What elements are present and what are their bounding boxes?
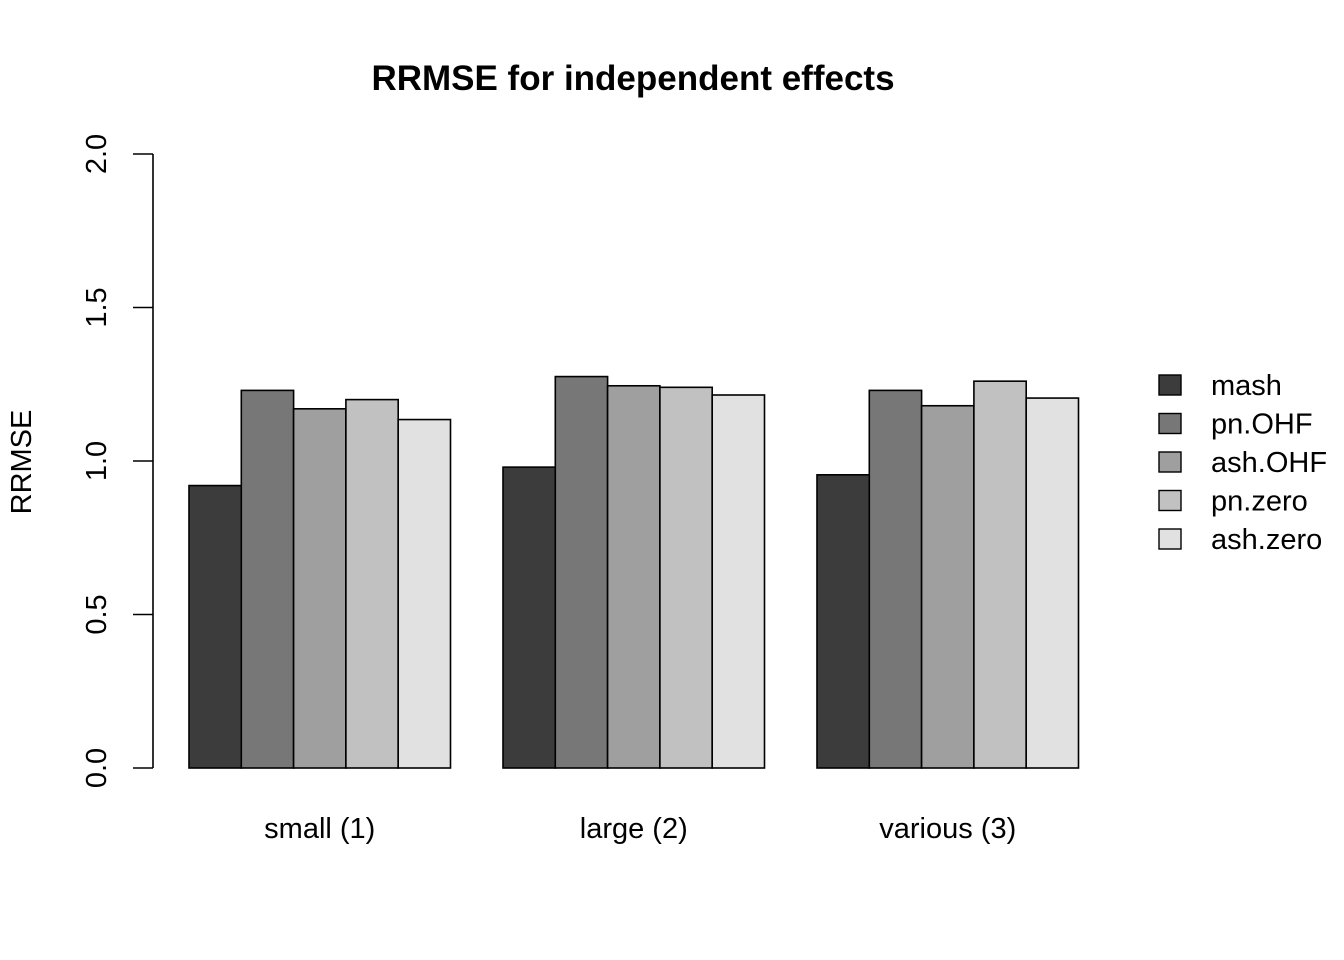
- y-tick-label: 2.0: [81, 134, 113, 174]
- bar-ash-OHF-1: [292, 408, 347, 769]
- chart-title: RRMSE for independent effects: [371, 59, 894, 98]
- legend: mash pn.OHF ash.OHF pn.zero ash.zero: [1158, 370, 1327, 556]
- x-tick-label: large (2): [580, 813, 688, 845]
- bar-pn-zero-2: [659, 386, 714, 769]
- bar-pn-OHF-1: [240, 389, 295, 769]
- bar-pn-zero-1: [345, 398, 399, 769]
- y-axis-label: RRMSE: [6, 410, 38, 515]
- y-tick-label: 0.0: [81, 748, 113, 788]
- legend-label: pn.OHF: [1211, 409, 1313, 441]
- legend-label: ash.OHF: [1211, 447, 1327, 479]
- bar-ash-zero-1: [397, 418, 452, 769]
- legend-swatch: [1158, 374, 1182, 396]
- y-tick-label: 0.5: [81, 594, 113, 634]
- legend-swatch: [1158, 412, 1182, 435]
- bars: [188, 375, 1080, 769]
- y-axis: 0.0 0.5 1.0 1.5 2.0: [81, 134, 154, 788]
- bar-ash-OHF-2: [606, 384, 661, 769]
- bar-mash-3: [816, 474, 871, 769]
- legend-label: pn.zero: [1211, 486, 1308, 518]
- bar-mash-2: [502, 466, 557, 769]
- bar-pn-OHF-2: [554, 375, 609, 769]
- legend-swatch: [1158, 528, 1182, 550]
- legend-swatch: [1158, 489, 1182, 512]
- legend-label: mash: [1211, 370, 1282, 402]
- y-tick-label: 1.5: [81, 287, 113, 327]
- bar-pn-OHF-3: [868, 389, 923, 769]
- legend-swatch: [1158, 451, 1182, 473]
- x-tick-label: various (3): [879, 813, 1016, 845]
- bar-ash-zero-3: [1025, 397, 1080, 769]
- legend-label: ash.zero: [1211, 524, 1322, 556]
- x-tick-label: small (1): [264, 813, 375, 845]
- bar-mash-1: [188, 484, 243, 769]
- x-axis-labels: small (1) large (2) various (3): [264, 813, 1016, 845]
- y-tick-label: 1.0: [81, 441, 113, 481]
- bar-ash-OHF-3: [920, 404, 975, 769]
- bar-pn-zero-3: [973, 380, 1028, 769]
- bar-ash-zero-2: [711, 394, 766, 769]
